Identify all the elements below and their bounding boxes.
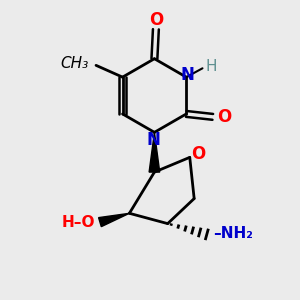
Text: O: O	[191, 145, 206, 163]
Text: –NH₂: –NH₂	[213, 226, 253, 242]
Text: H–O: H–O	[62, 214, 95, 230]
Text: N: N	[181, 66, 195, 84]
Text: O: O	[149, 11, 164, 29]
Text: N: N	[146, 131, 160, 149]
Text: O: O	[217, 108, 231, 126]
Text: CH₃: CH₃	[60, 56, 89, 71]
Polygon shape	[99, 213, 129, 227]
Polygon shape	[149, 132, 160, 172]
Text: H: H	[206, 59, 217, 74]
